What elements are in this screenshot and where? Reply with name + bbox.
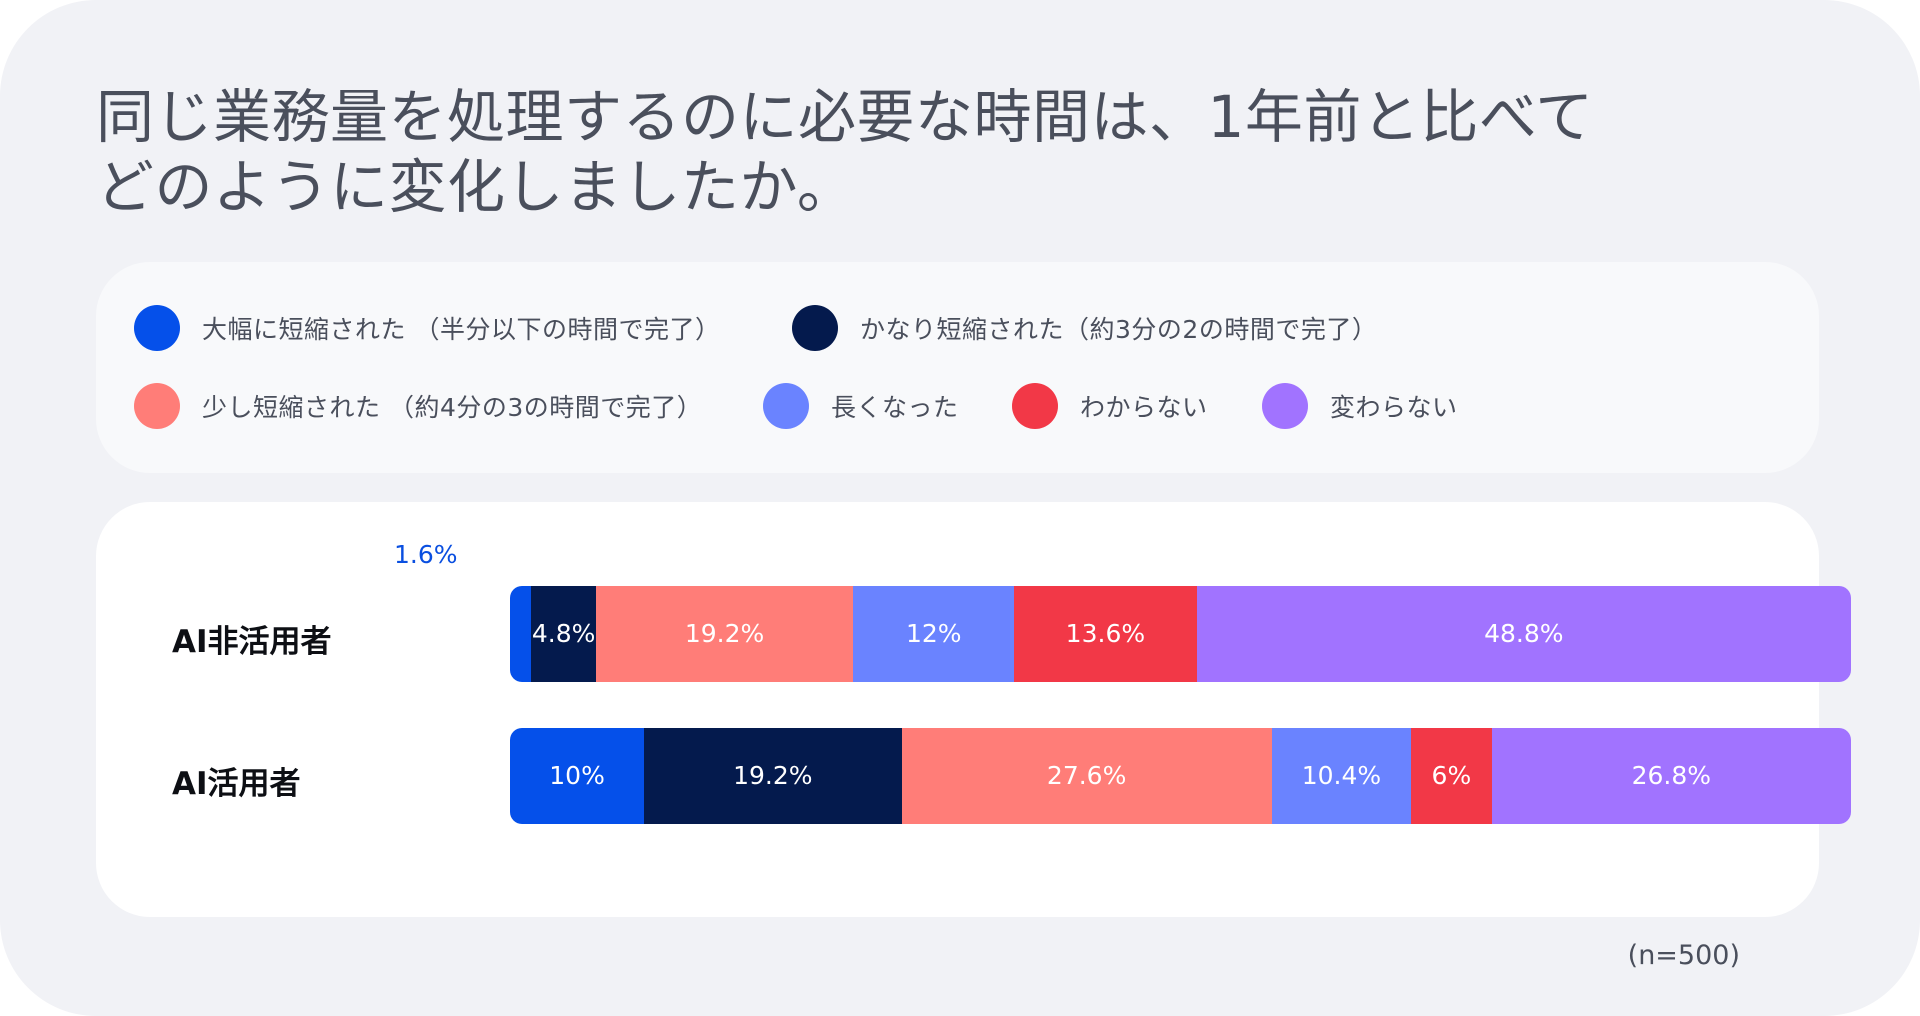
sample-size-note: (n=500)	[1627, 940, 1740, 971]
bar-0-segment-2	[595, 586, 854, 682]
legend-swatch-unknown	[1012, 383, 1058, 429]
bar-0-segment-1	[531, 586, 597, 682]
bar-0-seg-2-label: 19.2%	[684, 619, 765, 648]
row-label-non-ai-users: AI非活用者	[172, 624, 332, 660]
bar-0-segment-4	[1014, 586, 1198, 682]
legend-label-unchanged: 変わらない	[1330, 393, 1458, 422]
legend-swatch-unchanged	[1262, 383, 1308, 429]
row-label-ai-users: AI活用者	[172, 766, 301, 802]
bar-1-seg-4-label: 6%	[1431, 761, 1472, 790]
bar-1-segment-2	[901, 728, 1273, 824]
bar-1-seg-1-label: 19.2%	[733, 761, 813, 790]
bar-1-segment-4	[1411, 728, 1493, 824]
chart-title-line-2: どのように変化しましたか。	[96, 153, 856, 221]
bar-1-segment-1	[644, 728, 903, 824]
legend-swatch-slight-reduction	[134, 383, 180, 429]
bar-0-seg-3-label: 12%	[905, 619, 962, 648]
legend-item-unchanged: 変わらない	[1262, 382, 1458, 430]
legend-swatch-longer	[763, 383, 809, 429]
chart-title-line-1: 同じ業務量を処理するのに必要な時間は、1年前と比べて	[96, 83, 1594, 151]
legend-label-considerable-reduction: かなり短縮された（約3分の2の時間で完了）	[860, 315, 1378, 344]
bar-0-seg-1-label: 4.8%	[531, 619, 596, 648]
legend-label-major-reduction: 大幅に短縮された （半分以下の時間で完了）	[202, 315, 721, 344]
legend: 大幅に短縮された （半分以下の時間で完了） かなり短縮された（約3分の2の時間で…	[96, 262, 1819, 473]
legend-item-longer: 長くなった	[763, 382, 959, 430]
bar-0-segment-3	[853, 586, 1015, 682]
legend-item-unknown: わからない	[1012, 382, 1208, 430]
bar-0-seg-0-label: 1.6%	[394, 540, 458, 569]
bar-1-seg-5-label: 26.8%	[1631, 761, 1712, 790]
legend-label-longer: 長くなった	[831, 393, 959, 422]
bar-1-seg-2-label: 27.6%	[1046, 761, 1127, 790]
legend-item-slight-reduction: 少し短縮された （約4分の3の時間で完了）	[134, 382, 702, 430]
legend-label-slight-reduction: 少し短縮された （約4分の3の時間で完了）	[202, 393, 703, 422]
stacked-bar-non-ai-users: 4.8% 19.2% 12% 13.6% 48.8%	[510, 586, 1851, 682]
chart-title: 同じ業務量を処理するのに必要な時間は、1年前と比べて どのように変化しましたか。	[96, 82, 1696, 222]
legend-item-considerable-reduction: かなり短縮された（約3分の2の時間で完了）	[792, 304, 1377, 352]
bar-0-seg-5-label: 48.8%	[1484, 619, 1564, 648]
chart-plot-area: AI非活用者 1.6% 4.8% 19.2% 12% 13.6% 48.8% AI活用者…	[96, 502, 1851, 917]
bar-1-segment-0	[510, 728, 645, 824]
bar-0-segment-0	[510, 586, 533, 682]
legend-label-unknown: わからない	[1080, 393, 1208, 422]
legend-item-major-reduction: 大幅に短縮された （半分以下の時間で完了）	[134, 304, 720, 352]
bar-0-segment-5	[1196, 586, 1851, 682]
legend-swatch-considerable-reduction	[792, 305, 838, 351]
bar-0-seg-4-label: 13.6%	[1065, 619, 1146, 648]
bar-1-seg-0-label: 10%	[549, 761, 605, 790]
legend-swatch-major-reduction	[134, 305, 180, 351]
bar-1-segment-5	[1491, 728, 1851, 824]
bar-1-segment-3	[1271, 728, 1412, 824]
bar-1-seg-3-label: 10.4%	[1301, 761, 1382, 790]
stacked-bar-ai-users: 10% 19.2% 27.6% 10.4% 6% 26.8%	[510, 728, 1851, 824]
